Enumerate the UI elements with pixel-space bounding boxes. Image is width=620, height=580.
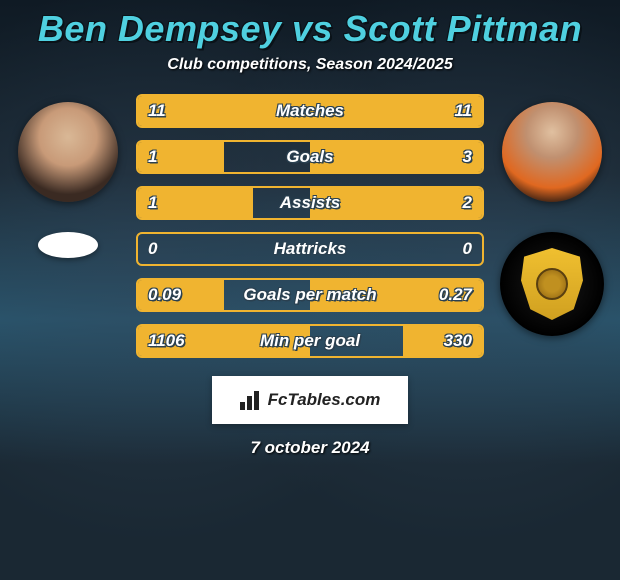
shield-emblem bbox=[536, 268, 568, 300]
stat-value-left: 1106 bbox=[148, 331, 185, 351]
stat-value-right: 0.27 bbox=[439, 285, 472, 305]
branding-text: FcTables.com bbox=[268, 390, 381, 410]
stat-value-right: 11 bbox=[454, 101, 472, 121]
page-title: Ben Dempsey vs Scott Pittman bbox=[38, 8, 582, 50]
stat-label: Goals bbox=[286, 147, 333, 167]
stat-label: Goals per match bbox=[243, 285, 376, 305]
stat-value-right: 0 bbox=[463, 239, 472, 259]
player-left-avatar bbox=[18, 102, 118, 202]
stat-row: 11 Matches 11 bbox=[136, 94, 484, 128]
player-right-avatar bbox=[502, 102, 602, 202]
player-right-club-badge bbox=[500, 232, 604, 336]
stat-label: Hattricks bbox=[274, 239, 347, 259]
stat-row: 1106 Min per goal 330 bbox=[136, 324, 484, 358]
page-subtitle: Club competitions, Season 2024/2025 bbox=[167, 56, 452, 74]
stat-bar-right bbox=[310, 142, 482, 172]
stat-value-left: 1 bbox=[148, 193, 157, 213]
stat-row: 0.09 Goals per match 0.27 bbox=[136, 278, 484, 312]
stat-value-right: 2 bbox=[463, 193, 472, 213]
stats-table: 11Matches111Goals31Assists20Hattricks00.… bbox=[136, 94, 484, 370]
stat-value-left: 1 bbox=[148, 147, 157, 167]
stat-label: Matches bbox=[276, 101, 344, 121]
stat-value-left: 0 bbox=[148, 239, 157, 259]
stat-value-right: 330 bbox=[444, 331, 472, 351]
player-left-club-badge bbox=[38, 232, 98, 258]
stat-row: 1 Assists 2 bbox=[136, 186, 484, 220]
stat-value-left: 0.09 bbox=[148, 285, 181, 305]
stat-label: Assists bbox=[280, 193, 340, 213]
infographic: Ben Dempsey vs Scott Pittman Club compet… bbox=[0, 0, 620, 580]
right-column bbox=[499, 92, 605, 336]
branding-badge: FcTables.com bbox=[212, 376, 408, 424]
stat-label: Min per goal bbox=[260, 331, 360, 351]
left-column bbox=[15, 92, 121, 258]
stat-row: 1 Goals 3 bbox=[136, 140, 484, 174]
shield-icon bbox=[521, 248, 583, 320]
stat-value-right: 3 bbox=[463, 147, 472, 167]
main-row: 11Matches111Goals31Assists20Hattricks00.… bbox=[0, 92, 620, 370]
bar-chart-icon bbox=[240, 390, 264, 410]
stat-row: 0 Hattricks 0 bbox=[136, 232, 484, 266]
stat-value-left: 11 bbox=[148, 101, 166, 121]
date-label: 7 october 2024 bbox=[250, 438, 369, 458]
